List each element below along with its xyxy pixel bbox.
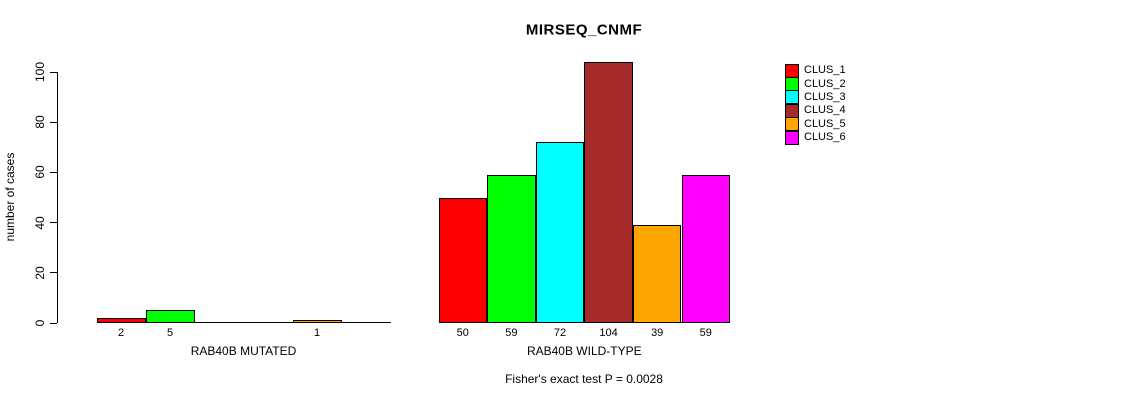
bar-clus_6	[681, 175, 731, 323]
y-axis-label: number of cases	[3, 152, 17, 242]
legend-label: CLUS_5	[804, 117, 846, 130]
legend-label: CLUS_1	[804, 64, 846, 77]
bar-value-label: 59	[505, 327, 518, 339]
legend-color-swatch	[785, 103, 799, 118]
footnote-text: Fisher's exact test P = 0.0028	[505, 372, 663, 386]
legend-item-clus_4: CLUS_4	[785, 103, 846, 118]
bar-value-label: 1	[313, 327, 321, 339]
y-tick-label: 40	[33, 215, 47, 230]
chart-title: MIRSEQ_CNMF	[525, 21, 643, 39]
y-tick-label: 20	[33, 266, 47, 280]
bar-value-label: 2	[117, 327, 125, 339]
y-tick-mark	[50, 171, 57, 173]
legend-item-clus_6: CLUS_6	[785, 130, 846, 145]
bar-clus_2	[487, 175, 536, 323]
bar-value-label: 39	[651, 327, 664, 339]
y-tick-mark	[50, 322, 57, 324]
y-tick-label: 60	[33, 165, 47, 180]
bar-clus_4	[584, 62, 633, 323]
legend-color-swatch	[785, 63, 799, 78]
x-axis-baseline	[96, 322, 391, 323]
group-axis-label: RAB40B MUTATED	[190, 344, 297, 358]
bar-value-label: 104	[599, 327, 618, 339]
legend-item-clus_1: CLUS_1	[785, 63, 846, 78]
bar-value-label: 59	[699, 327, 712, 339]
bar-clus_1	[96, 318, 146, 323]
legend-label: CLUS_4	[804, 104, 846, 117]
legend-label: CLUS_3	[804, 90, 846, 103]
y-tick-mark	[50, 272, 57, 274]
y-tick-mark	[50, 121, 57, 123]
legend-color-swatch	[785, 130, 799, 145]
y-tick-label: 80	[33, 115, 47, 129]
legend-item-clus_5: CLUS_5	[785, 117, 846, 132]
bar-clus_1	[438, 198, 488, 323]
y-tick-label: 100	[33, 61, 47, 83]
legend: CLUS_1 CLUS_2 CLUS_3 CLUS_4 CLUS_5 CLUS_6	[785, 63, 846, 145]
bar-clus_5	[292, 320, 342, 323]
legend-color-swatch	[785, 117, 799, 132]
legend-label: CLUS_6	[804, 131, 846, 144]
legend-color-swatch	[785, 77, 799, 92]
legend-item-clus_2: CLUS_2	[785, 77, 846, 92]
group-axis-label: RAB40B WILD-TYPE	[526, 344, 642, 358]
y-tick-label: 0	[33, 319, 47, 327]
bar-clus_5	[632, 225, 682, 323]
y-tick-mark	[50, 71, 57, 73]
legend-color-swatch	[785, 90, 799, 105]
bar-value-label: 5	[166, 327, 174, 339]
y-axis-line	[57, 72, 58, 323]
bar-clus_3	[535, 142, 585, 323]
legend-item-clus_3: CLUS_3	[785, 90, 846, 105]
legend-label: CLUS_2	[804, 77, 846, 90]
bar-value-label: 72	[553, 327, 567, 339]
y-tick-mark	[50, 222, 57, 224]
bar-clus_2	[145, 310, 195, 323]
bar-value-label: 50	[456, 327, 469, 339]
